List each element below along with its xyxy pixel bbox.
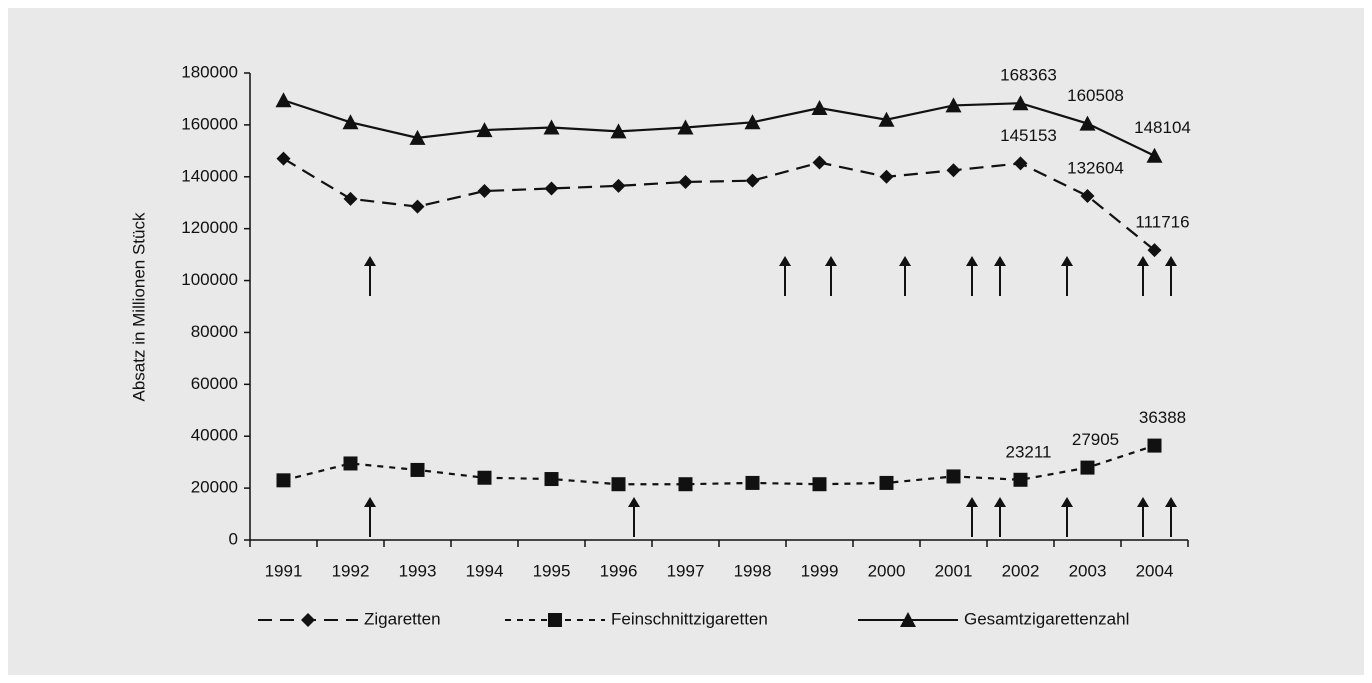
- y-tick-label: 20000: [191, 478, 238, 497]
- y-tick-label: 140000: [181, 166, 238, 185]
- y-tick-label: 40000: [191, 426, 238, 445]
- x-tick-label: 1995: [533, 561, 571, 580]
- data-point: [945, 97, 962, 113]
- data-point: [745, 173, 760, 188]
- x-tick-label: 1992: [332, 561, 370, 580]
- data-point: [543, 119, 560, 135]
- y-tick-label: 60000: [191, 374, 238, 393]
- x-tick-label: 2000: [868, 561, 906, 580]
- x-tick-label: 1993: [399, 561, 437, 580]
- data-point: [811, 100, 828, 116]
- x-tick-label: 1998: [734, 561, 772, 580]
- y-tick-label: 80000: [191, 322, 238, 341]
- x-tick-label: 1991: [265, 561, 303, 580]
- data-point: [744, 114, 761, 130]
- data-point: [476, 122, 493, 138]
- legend-label: Zigaretten: [364, 609, 441, 628]
- data-point: [544, 181, 559, 196]
- data-point: [879, 475, 894, 490]
- x-tick-label: 2004: [1136, 561, 1174, 580]
- x-tick-label: 1996: [600, 561, 638, 580]
- data-point: [812, 477, 827, 492]
- y-tick-label: 180000: [181, 62, 238, 81]
- data-point: [477, 470, 492, 485]
- x-tick-label: 2002: [1002, 561, 1040, 580]
- legend-marker: [301, 613, 315, 627]
- data-point: [879, 169, 894, 184]
- legend-marker: [900, 612, 916, 627]
- data-point: [678, 174, 693, 189]
- data-point: [946, 469, 961, 484]
- y-axis-title: Absatz in Millionen Stück: [129, 212, 148, 401]
- data-label: 36388: [1139, 408, 1186, 427]
- panel: [8, 8, 1364, 675]
- data-label: 23211: [1005, 442, 1051, 461]
- data-point: [610, 123, 627, 139]
- data-label: 168363: [1000, 66, 1057, 85]
- data-point: [343, 456, 358, 471]
- series-line: [283, 444, 1155, 486]
- legend-label: Feinschnittzigaretten: [611, 609, 768, 628]
- data-point: [1147, 243, 1162, 258]
- data-point: [745, 475, 760, 490]
- data-point: [343, 191, 358, 206]
- data-point: [1013, 156, 1028, 171]
- series-line: [283, 99, 1155, 157]
- data-label: 111716: [1135, 213, 1189, 232]
- y-tick-label: 0: [229, 529, 238, 548]
- data-label: 148104: [1134, 118, 1191, 137]
- data-point: [611, 178, 626, 193]
- data-point: [878, 111, 895, 127]
- data-point: [276, 473, 291, 488]
- data-point: [812, 155, 827, 170]
- data-point: [611, 477, 626, 492]
- data-point: [1013, 472, 1028, 487]
- data-point: [342, 114, 359, 130]
- x-tick-label: 2003: [1069, 561, 1107, 580]
- series-line: [282, 157, 1156, 252]
- data-point: [410, 199, 425, 214]
- data-point: [1079, 115, 1096, 131]
- data-label: 132604: [1067, 158, 1124, 177]
- data-point: [1147, 438, 1162, 453]
- data-label: 27905: [1072, 430, 1119, 449]
- data-point: [409, 129, 426, 145]
- data-point: [544, 472, 559, 487]
- data-label: 145153: [1000, 126, 1057, 145]
- legend-label: Gesamtzigarettenzahl: [964, 609, 1129, 628]
- y-tick-label: 160000: [181, 114, 238, 133]
- data-point: [1012, 95, 1029, 111]
- y-tick-label: 120000: [181, 218, 238, 237]
- data-point: [276, 151, 291, 166]
- y-tick-label: 100000: [181, 270, 238, 289]
- data-point: [677, 119, 694, 135]
- x-tick-label: 2001: [935, 561, 973, 580]
- x-tick-label: 1994: [466, 561, 504, 580]
- data-point: [1080, 188, 1095, 203]
- data-point: [1146, 147, 1163, 163]
- data-point: [410, 462, 425, 477]
- x-tick-label: 1999: [801, 561, 839, 580]
- data-point: [477, 184, 492, 199]
- legend-marker: [548, 613, 562, 627]
- annotation-arrows: [364, 256, 1177, 537]
- data-point: [1080, 460, 1095, 475]
- x-tick-label: 1997: [667, 561, 705, 580]
- data-point: [946, 163, 961, 178]
- data-point: [678, 477, 693, 492]
- data-label: 160508: [1067, 86, 1124, 105]
- arrow-row: [369, 262, 1172, 537]
- data-point: [275, 92, 292, 108]
